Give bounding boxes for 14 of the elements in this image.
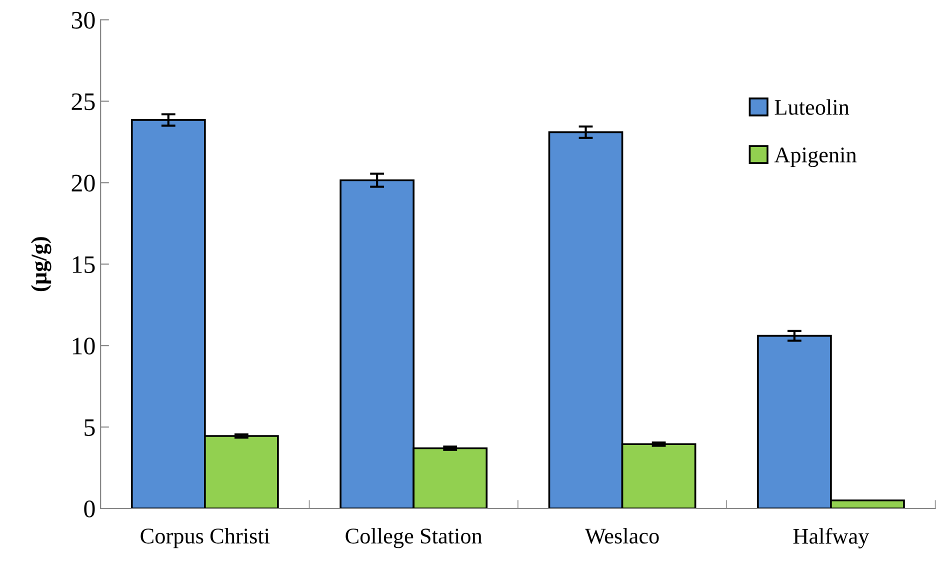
y-tick-label: 30 [72,12,95,29]
y-tick-label: 10 [72,338,95,355]
y-tick-label: 25 [72,93,95,110]
y-tick-label: 5 [84,419,95,436]
legend-label: Apigenin [774,148,857,168]
x-tick-label: Corpus Christi [140,528,270,548]
y-tick-label: 20 [72,174,95,192]
y-tick-label: 0 [84,500,95,518]
legend-label: Luteolin [774,99,850,115]
y-tick-label: 15 [72,256,95,274]
y-axis-title: (µg/g) [30,237,52,292]
x-tick-label: Halfway [793,528,870,548]
x-tick-label: College Station [346,528,482,548]
x-tick-label: Weslaco [584,528,659,544]
